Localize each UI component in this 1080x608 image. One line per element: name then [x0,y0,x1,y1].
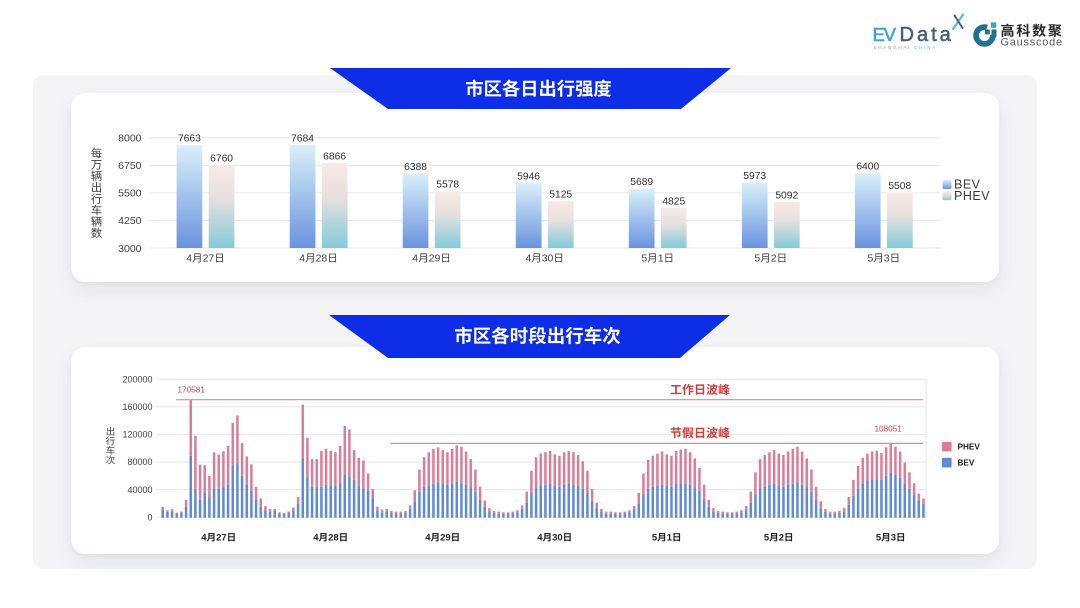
svg-text:5092: 5092 [775,190,798,201]
svg-text:5: 5 [641,253,647,265]
svg-text:28: 28 [328,533,339,544]
svg-text:40000: 40000 [127,485,152,495]
svg-text:5: 5 [652,533,658,544]
svg-text:Gausscode: Gausscode [1001,37,1063,49]
svg-text:5: 5 [754,253,760,265]
svg-text:BEV: BEV [958,458,975,467]
svg-text:6750: 6750 [118,160,142,172]
svg-text:PHEV: PHEV [958,442,981,451]
svg-text:4: 4 [537,533,543,544]
svg-text:5: 5 [876,533,882,544]
svg-text:120000: 120000 [122,430,152,440]
svg-text:5508: 5508 [888,181,911,192]
svg-text:6866: 6866 [323,151,346,162]
svg-text:6760: 6760 [210,154,233,165]
svg-text:28: 28 [316,253,328,265]
svg-text:200000: 200000 [122,374,152,384]
svg-text:5689: 5689 [630,177,653,188]
svg-text:2: 2 [779,533,784,544]
svg-text:5125: 5125 [549,190,572,201]
svg-text:7684: 7684 [291,133,314,144]
svg-text:4: 4 [525,253,531,265]
svg-text:5973: 5973 [743,171,766,182]
svg-text:4: 4 [299,253,305,265]
svg-text:4250: 4250 [118,215,142,227]
svg-text:3: 3 [884,253,890,265]
svg-text:PHEV: PHEV [954,189,990,203]
svg-text:5946: 5946 [517,172,540,183]
svg-text:29: 29 [429,253,441,265]
svg-text:SHANGHAI CHINA: SHANGHAI CHINA [874,45,937,50]
svg-text:108051: 108051 [875,425,903,434]
svg-text:2: 2 [771,253,777,265]
svg-text:6388: 6388 [404,162,427,173]
svg-text:EV: EV [873,24,897,45]
svg-text:4: 4 [201,533,207,544]
svg-text:4: 4 [186,253,192,265]
svg-text:1: 1 [658,253,664,265]
svg-text:5: 5 [868,253,874,265]
svg-text:27: 27 [216,533,227,544]
svg-text:3000: 3000 [118,243,142,255]
svg-text:6400: 6400 [856,162,879,173]
svg-text:160000: 160000 [122,402,152,412]
svg-text:4: 4 [425,533,431,544]
svg-text:4: 4 [313,533,319,544]
svg-text:30: 30 [542,253,554,265]
svg-text:5578: 5578 [436,180,459,191]
svg-text:Data: Data [900,24,954,46]
svg-text:5: 5 [764,533,770,544]
svg-text:8000: 8000 [118,133,142,145]
svg-text:80000: 80000 [127,457,152,467]
svg-text:5500: 5500 [118,188,142,200]
svg-text:27: 27 [203,253,215,265]
svg-text:0: 0 [147,512,152,522]
svg-text:29: 29 [440,533,451,544]
svg-text:4: 4 [412,253,418,265]
svg-text:3: 3 [891,533,896,544]
svg-text:30: 30 [552,533,563,544]
svg-text:1: 1 [667,533,673,544]
svg-text:BEV: BEV [954,178,981,192]
svg-text:4825: 4825 [662,196,685,207]
svg-text:7663: 7663 [178,134,201,145]
svg-text:170581: 170581 [178,385,206,394]
